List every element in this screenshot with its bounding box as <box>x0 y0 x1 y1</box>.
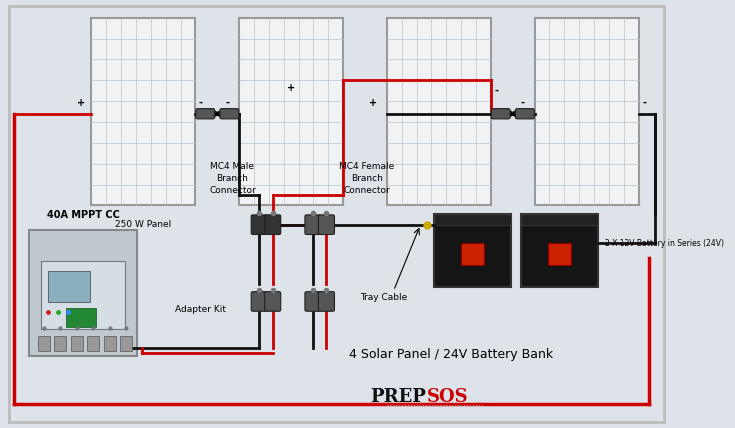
Text: SOS: SOS <box>427 389 469 407</box>
Bar <box>434 214 511 225</box>
Text: +: + <box>287 83 295 93</box>
Bar <box>434 214 511 286</box>
FancyBboxPatch shape <box>251 215 268 235</box>
Bar <box>548 243 571 265</box>
Text: -: - <box>495 85 498 95</box>
Bar <box>461 243 484 265</box>
Text: -: - <box>225 98 229 108</box>
Bar <box>91 18 196 205</box>
FancyBboxPatch shape <box>515 109 534 119</box>
FancyBboxPatch shape <box>318 291 334 311</box>
Bar <box>71 336 82 351</box>
Text: 40A MPPT CC: 40A MPPT CC <box>46 211 119 220</box>
Bar <box>37 336 50 351</box>
FancyBboxPatch shape <box>305 291 321 311</box>
Text: PREP: PREP <box>370 389 426 407</box>
Text: 250 W Panel: 250 W Panel <box>115 220 171 229</box>
Bar <box>87 336 99 351</box>
FancyBboxPatch shape <box>265 291 281 311</box>
FancyBboxPatch shape <box>318 215 334 235</box>
FancyBboxPatch shape <box>29 230 137 356</box>
FancyBboxPatch shape <box>305 215 321 235</box>
Bar <box>521 214 598 225</box>
Text: +: + <box>369 98 377 108</box>
FancyBboxPatch shape <box>196 109 215 119</box>
Bar <box>54 336 66 351</box>
Text: -: - <box>642 98 646 108</box>
Bar <box>521 214 598 286</box>
FancyBboxPatch shape <box>265 215 281 235</box>
Bar <box>239 18 343 205</box>
Text: -: - <box>520 98 525 108</box>
Bar <box>48 271 90 302</box>
Text: Tray Cable: Tray Cable <box>360 293 407 302</box>
Bar <box>120 336 132 351</box>
FancyBboxPatch shape <box>251 291 268 311</box>
Bar <box>104 336 115 351</box>
Text: MC4 Female
Branch
Connector: MC4 Female Branch Connector <box>339 162 394 195</box>
FancyBboxPatch shape <box>491 109 510 119</box>
Text: MC4 Male
Branch
Connector: MC4 Male Branch Connector <box>209 162 256 195</box>
Text: Adapter Kit: Adapter Kit <box>175 306 226 315</box>
Text: +: + <box>76 98 85 108</box>
FancyBboxPatch shape <box>220 109 239 119</box>
Text: 4 Solar Panel / 24V Battery Bank: 4 Solar Panel / 24V Battery Bank <box>348 348 553 361</box>
Bar <box>41 261 125 329</box>
Text: -: - <box>198 98 203 108</box>
Bar <box>66 308 96 327</box>
Text: 2 X 12V Battery in Series (24V): 2 X 12V Battery in Series (24V) <box>605 238 724 247</box>
Bar <box>534 18 639 205</box>
Bar <box>387 18 491 205</box>
